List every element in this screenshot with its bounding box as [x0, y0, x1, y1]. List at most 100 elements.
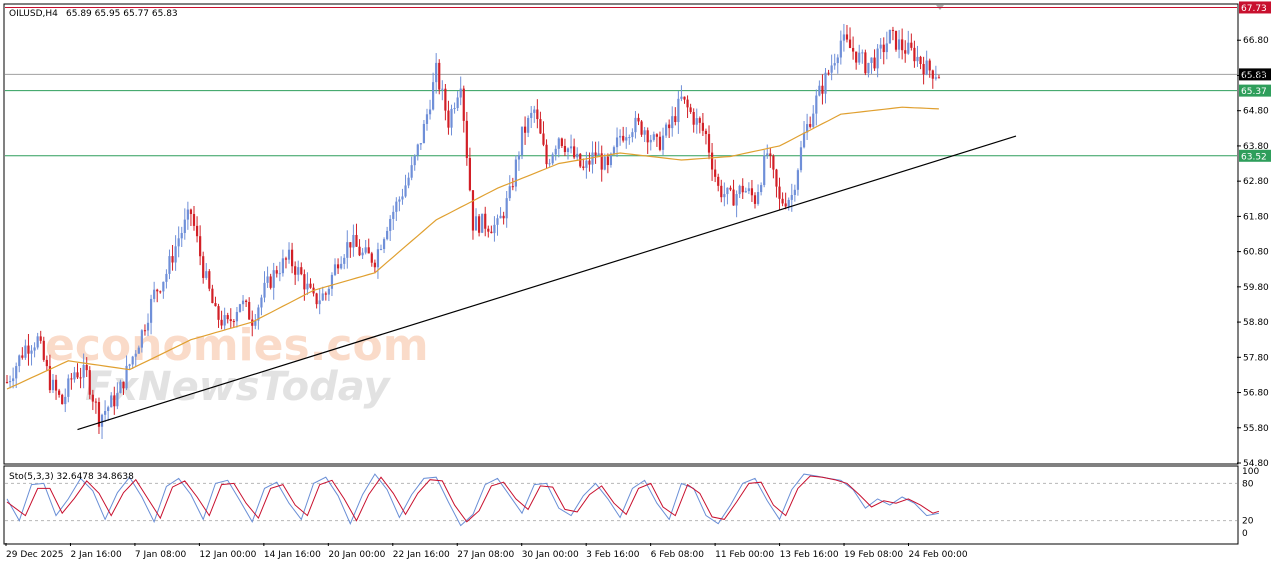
candle-body	[134, 353, 137, 357]
candle-body	[248, 301, 251, 320]
candle-body	[882, 44, 885, 53]
candle-body	[413, 155, 416, 166]
candle-body	[39, 336, 42, 341]
candle-body	[523, 126, 527, 133]
candle-body	[294, 266, 297, 275]
candle-body	[186, 209, 189, 220]
candle-body	[763, 155, 766, 186]
candle-body	[784, 203, 787, 207]
candle-body	[300, 267, 303, 275]
candle-body	[192, 214, 196, 226]
ohlc-readout: 65.89 65.95 65.77 65.83	[66, 9, 178, 19]
symbol-title: OILUSD,H4	[9, 9, 58, 19]
candle-body	[891, 29, 895, 31]
time-axis: 29 Dec 2025 2 Jan 16:00 7 Jan 08:00 12 Jan …	[5, 543, 968, 560]
stoch-signal-line	[6, 475, 940, 523]
candle-body	[683, 96, 686, 100]
candle-body	[177, 238, 180, 247]
candle-body	[695, 118, 698, 125]
candle-body	[382, 239, 386, 250]
candle-body	[107, 407, 110, 412]
candle-body	[373, 262, 376, 268]
candle-body	[591, 152, 594, 165]
stoch-main-line	[6, 473, 939, 527]
candle-body	[741, 185, 744, 193]
candle-body	[772, 155, 775, 170]
candle-body	[487, 228, 490, 232]
candle-body	[646, 130, 649, 143]
candle-body	[520, 126, 524, 156]
candle-body	[477, 216, 481, 233]
candle-body	[12, 378, 15, 382]
candle-body	[153, 289, 156, 299]
candle-body	[453, 108, 456, 110]
candle-body	[542, 133, 545, 145]
candle-body	[937, 77, 941, 79]
candle-body	[269, 276, 272, 288]
candle-body	[180, 232, 183, 239]
candle-body	[245, 300, 248, 302]
watermark-fxnewstoday: FxNewsToday	[85, 364, 391, 410]
main-chart-frame	[3, 3, 1239, 465]
candle-body	[171, 256, 174, 263]
candle-body	[686, 99, 689, 108]
candle-body	[407, 177, 410, 186]
candle-body	[76, 372, 79, 378]
candle-body	[27, 345, 30, 354]
level-label-resistance: 67.73	[1241, 4, 1267, 14]
candle-body	[318, 300, 321, 305]
candle-body	[223, 315, 226, 326]
candle-body	[168, 256, 171, 274]
candle-body	[330, 274, 334, 289]
candle-body	[428, 109, 432, 115]
candle-body	[355, 234, 358, 247]
candle-body	[827, 72, 830, 74]
candle-body	[848, 39, 852, 48]
candle-body	[548, 163, 551, 165]
candlesticks	[5, 23, 941, 439]
candle-body	[738, 185, 741, 195]
candle-body	[735, 194, 738, 206]
candle-body	[404, 185, 407, 197]
candle-body	[557, 138, 560, 149]
candle-body	[904, 50, 907, 54]
level-label-bg	[1239, 1, 1271, 14]
price-axis: 67.73 65.83 65.37 63.52 66.80 65.80 64.80 63.80…	[1237, 1, 1271, 469]
candle-body	[367, 247, 370, 254]
candle-body	[907, 42, 910, 54]
candle-body	[226, 315, 229, 320]
candle-body	[493, 224, 496, 234]
candle-body	[263, 282, 266, 298]
candle-body	[597, 153, 600, 155]
time-tick-label: 11 Feb 00:00	[715, 550, 774, 560]
candle-body	[456, 97, 459, 109]
candle-body	[879, 44, 882, 49]
candle-body	[97, 402, 101, 427]
candle-body	[551, 154, 554, 164]
candle-body	[205, 271, 208, 278]
price-tick-label: 63.80	[1243, 142, 1269, 152]
level-label-bg	[1239, 149, 1271, 162]
candle-body	[747, 188, 750, 192]
candle-body	[358, 246, 361, 256]
stochastic-panel-frame	[3, 465, 1239, 545]
candle-body	[260, 297, 263, 308]
candle-body	[588, 160, 591, 165]
time-tick-label: 29 Dec 2025	[6, 550, 64, 560]
time-tick-label: 19 Feb 08:00	[844, 550, 903, 560]
level-label-support: 65.37	[1241, 87, 1267, 97]
candle-body	[812, 113, 815, 127]
candle-body	[146, 322, 150, 331]
candle-body	[140, 330, 143, 348]
candle-body	[199, 236, 202, 257]
candle-body	[67, 378, 70, 397]
candle-body	[778, 186, 781, 199]
candle-body	[514, 159, 517, 187]
stoch-tick-label: 0	[1242, 529, 1248, 539]
candle-body	[717, 176, 720, 186]
candle-body	[272, 270, 275, 288]
candle-body	[619, 135, 622, 138]
candle-body	[726, 187, 729, 195]
candle-body	[162, 281, 165, 292]
